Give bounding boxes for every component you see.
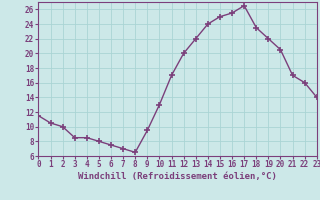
X-axis label: Windchill (Refroidissement éolien,°C): Windchill (Refroidissement éolien,°C) (78, 172, 277, 181)
